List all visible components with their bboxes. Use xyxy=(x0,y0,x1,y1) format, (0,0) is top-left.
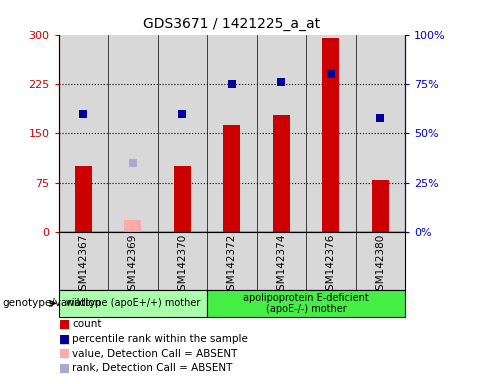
Bar xyxy=(158,35,207,232)
Text: genotype/variation: genotype/variation xyxy=(2,298,102,308)
Bar xyxy=(59,290,207,317)
Text: GSM142380: GSM142380 xyxy=(375,234,386,297)
Point xyxy=(228,81,236,87)
Point xyxy=(129,160,137,166)
Bar xyxy=(75,166,92,232)
Text: GSM142376: GSM142376 xyxy=(326,234,336,298)
Point xyxy=(80,111,87,117)
Text: GSM142369: GSM142369 xyxy=(128,234,138,298)
Text: rank, Detection Call = ABSENT: rank, Detection Call = ABSENT xyxy=(72,363,233,373)
Bar xyxy=(372,180,389,232)
Point xyxy=(327,71,335,77)
Bar xyxy=(306,35,356,232)
Text: percentile rank within the sample: percentile rank within the sample xyxy=(72,334,248,344)
Bar xyxy=(257,35,306,232)
Text: ■: ■ xyxy=(59,347,70,360)
Bar xyxy=(174,166,191,232)
Bar xyxy=(356,35,405,232)
Bar xyxy=(207,290,405,317)
Bar xyxy=(59,35,108,232)
Text: GSM142367: GSM142367 xyxy=(78,234,88,298)
Text: count: count xyxy=(72,319,102,329)
Text: ■: ■ xyxy=(59,318,70,331)
Bar xyxy=(124,220,142,232)
Bar xyxy=(273,115,290,232)
Point xyxy=(277,79,285,85)
Text: ■: ■ xyxy=(59,362,70,375)
Text: wildtype (apoE+/+) mother: wildtype (apoE+/+) mother xyxy=(65,298,200,308)
Bar xyxy=(108,35,158,232)
Text: GSM142374: GSM142374 xyxy=(276,234,286,298)
Text: ■: ■ xyxy=(59,333,70,346)
Title: GDS3671 / 1421225_a_at: GDS3671 / 1421225_a_at xyxy=(143,17,320,31)
Bar xyxy=(223,125,241,232)
Point xyxy=(179,111,186,117)
Text: apolipoprotein E-deficient
(apoE-/-) mother: apolipoprotein E-deficient (apoE-/-) mot… xyxy=(243,293,369,314)
Text: GSM142370: GSM142370 xyxy=(177,234,187,297)
Text: value, Detection Call = ABSENT: value, Detection Call = ABSENT xyxy=(72,349,238,359)
Point xyxy=(376,114,384,121)
Bar xyxy=(207,35,257,232)
Text: GSM142372: GSM142372 xyxy=(227,234,237,298)
Bar xyxy=(322,38,340,232)
